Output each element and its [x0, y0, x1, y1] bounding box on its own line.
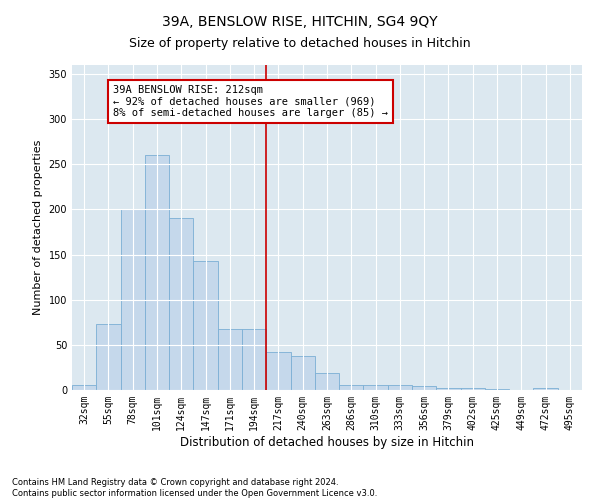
Bar — [121, 210, 145, 390]
Text: Size of property relative to detached houses in Hitchin: Size of property relative to detached ho… — [129, 38, 471, 51]
Bar — [461, 388, 485, 390]
Text: Contains HM Land Registry data © Crown copyright and database right 2024.
Contai: Contains HM Land Registry data © Crown c… — [12, 478, 377, 498]
Bar — [145, 156, 169, 390]
Bar — [193, 261, 218, 390]
Bar — [242, 328, 266, 390]
Bar — [218, 328, 242, 390]
Bar — [339, 384, 364, 390]
Bar — [364, 384, 388, 390]
Bar — [485, 389, 509, 390]
Y-axis label: Number of detached properties: Number of detached properties — [33, 140, 43, 315]
Bar — [436, 388, 461, 390]
Text: 39A, BENSLOW RISE, HITCHIN, SG4 9QY: 39A, BENSLOW RISE, HITCHIN, SG4 9QY — [162, 15, 438, 29]
Bar — [388, 384, 412, 390]
Bar — [290, 356, 315, 390]
Bar — [315, 373, 339, 390]
Bar — [266, 352, 290, 390]
Bar — [533, 388, 558, 390]
X-axis label: Distribution of detached houses by size in Hitchin: Distribution of detached houses by size … — [180, 436, 474, 448]
Bar — [96, 324, 121, 390]
Text: 39A BENSLOW RISE: 212sqm
← 92% of detached houses are smaller (969)
8% of semi-d: 39A BENSLOW RISE: 212sqm ← 92% of detach… — [113, 85, 388, 118]
Bar — [72, 384, 96, 390]
Bar — [412, 386, 436, 390]
Bar — [169, 218, 193, 390]
